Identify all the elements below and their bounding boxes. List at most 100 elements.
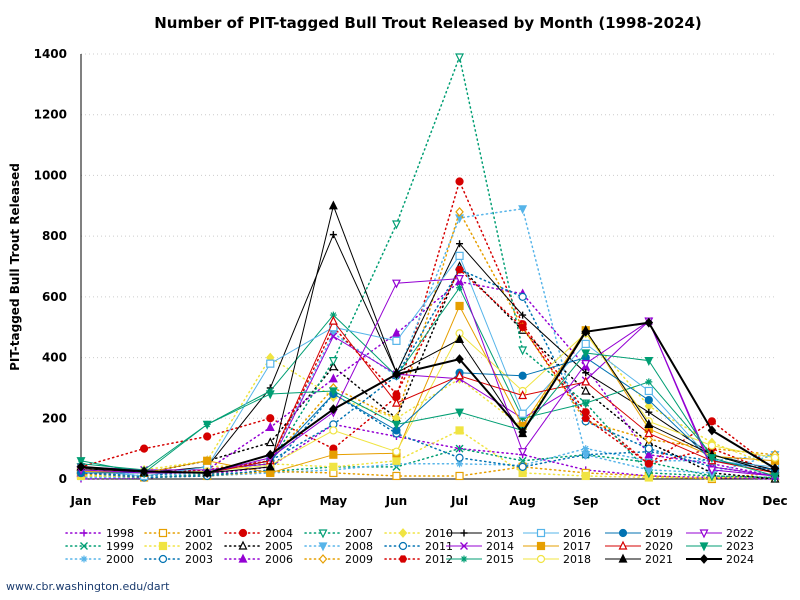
data-point	[518, 371, 527, 380]
series-line-2003	[80, 393, 776, 479]
data-point	[581, 414, 590, 422]
legend-marker	[80, 542, 88, 550]
data-point	[455, 471, 464, 481]
x-tick-label: Jun	[385, 494, 408, 508]
data-point	[582, 399, 590, 407]
series-2023	[76, 349, 780, 482]
legend-label: 2016	[563, 527, 591, 540]
legend-label: 2012	[425, 553, 453, 566]
footer-url-link[interactable]: www.cbr.washington.edu/dart	[6, 580, 170, 593]
data-point	[582, 369, 590, 377]
data-point	[581, 451, 591, 461]
legend-marker	[699, 554, 709, 564]
legend-item-2002: 2002	[144, 540, 213, 553]
legend-marker	[80, 529, 88, 537]
legend-item-2008: 2008	[304, 540, 373, 553]
legend-marker	[536, 528, 546, 538]
series-line-2005	[80, 265, 776, 480]
legend-label: 2021	[645, 553, 673, 566]
series-2005	[76, 261, 780, 483]
data-point	[644, 460, 654, 468]
x-tick-label: Jul	[450, 494, 468, 508]
data-point	[329, 311, 337, 319]
data-point	[328, 200, 338, 210]
data-point	[644, 449, 654, 459]
legend-label: 2003	[185, 553, 213, 566]
data-point	[391, 220, 401, 230]
data-point	[518, 409, 527, 418]
y-tick-label: 1200	[34, 108, 67, 122]
legend-marker	[318, 542, 328, 552]
legend-marker	[318, 554, 328, 564]
data-point	[581, 349, 591, 359]
series-line-2018	[80, 332, 776, 474]
data-point	[518, 390, 528, 400]
data-point	[328, 387, 338, 397]
legend-marker	[699, 529, 709, 539]
legend-marker	[460, 529, 468, 537]
data-point	[518, 292, 527, 301]
legend-label: 2004	[265, 527, 293, 540]
legend-marker	[618, 528, 628, 538]
data-point	[455, 426, 464, 435]
data-point	[455, 408, 465, 418]
data-point	[76, 457, 86, 467]
data-point	[455, 453, 464, 462]
data-point	[328, 357, 338, 366]
data-point	[581, 471, 590, 481]
legend-label: 2010	[425, 527, 453, 540]
legend-item-2020: 2020	[605, 540, 673, 553]
legend-label: 2018	[563, 553, 591, 566]
data-point	[707, 417, 717, 426]
legend-label: 2019	[645, 527, 673, 540]
x-tick-label: Oct	[637, 494, 660, 508]
data-point	[328, 373, 338, 383]
x-tick-label: Nov	[699, 494, 725, 508]
data-point	[645, 378, 653, 386]
x-tick-label: Mar	[194, 494, 220, 508]
data-point	[139, 466, 149, 477]
data-point	[644, 395, 653, 405]
legend-marker	[398, 555, 408, 563]
legend-marker	[460, 542, 468, 550]
series-2024	[76, 317, 780, 478]
data-point	[455, 275, 465, 284]
legend-item-2019: 2019	[605, 527, 673, 540]
legend-marker	[618, 553, 628, 563]
data-point	[391, 397, 401, 407]
x-tick-label: Dec	[762, 494, 787, 508]
data-point	[265, 422, 275, 431]
legend-item-2015: 2015	[446, 553, 514, 566]
data-point	[644, 357, 654, 366]
data-point	[392, 471, 401, 481]
legend-marker	[536, 541, 546, 551]
data-point	[519, 311, 527, 319]
legend-label: 2005	[265, 540, 293, 553]
data-point	[644, 434, 654, 445]
series-line-2004	[80, 179, 776, 471]
legend-marker	[460, 555, 468, 563]
legend-item-2024: 2024	[686, 553, 754, 566]
legend-label: 1998	[106, 527, 134, 540]
y-tick-label: 1400	[34, 47, 67, 61]
data-point	[456, 460, 464, 468]
data-point	[581, 326, 591, 337]
legend-item-2023: 2023	[686, 540, 754, 553]
data-point	[329, 462, 338, 471]
data-point	[392, 390, 401, 398]
data-point	[582, 445, 590, 453]
legend-label: 2008	[345, 540, 373, 553]
series-line-2000	[80, 447, 776, 479]
series-2021	[76, 200, 780, 477]
data-point	[392, 447, 401, 456]
legend-label: 2020	[645, 540, 673, 553]
legend-item-2018: 2018	[523, 553, 591, 566]
data-point	[770, 453, 780, 462]
legend-item-2022: 2022	[686, 527, 754, 540]
legend-label: 2002	[185, 540, 213, 553]
series-line-1999	[80, 447, 776, 479]
data-point	[581, 360, 591, 369]
legend-item-2011: 2011	[384, 540, 453, 553]
